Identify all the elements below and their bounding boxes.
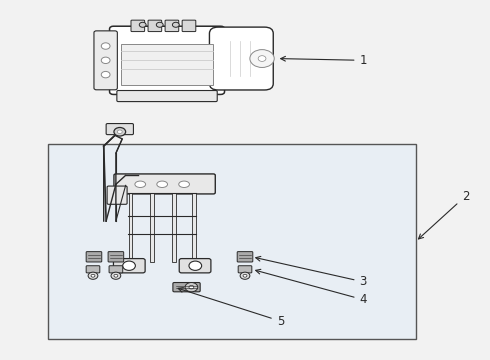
FancyBboxPatch shape (109, 266, 122, 273)
Circle shape (114, 127, 125, 136)
FancyBboxPatch shape (108, 252, 123, 262)
Text: 3: 3 (256, 256, 367, 288)
Circle shape (91, 274, 95, 277)
Bar (128, 193, 132, 262)
FancyBboxPatch shape (107, 186, 127, 204)
Circle shape (114, 274, 118, 277)
Circle shape (111, 272, 121, 279)
FancyBboxPatch shape (165, 20, 179, 32)
FancyBboxPatch shape (173, 283, 200, 292)
Circle shape (156, 22, 163, 27)
Circle shape (189, 285, 194, 289)
FancyBboxPatch shape (114, 258, 145, 273)
FancyBboxPatch shape (86, 266, 100, 273)
Circle shape (185, 283, 198, 292)
FancyBboxPatch shape (114, 174, 215, 194)
Ellipse shape (135, 181, 146, 188)
Text: 5: 5 (178, 288, 284, 328)
Circle shape (172, 22, 179, 27)
Circle shape (117, 130, 122, 134)
FancyBboxPatch shape (117, 90, 217, 102)
Circle shape (122, 261, 135, 270)
Circle shape (258, 56, 266, 62)
Circle shape (243, 274, 247, 277)
Bar (192, 193, 196, 262)
FancyBboxPatch shape (110, 26, 224, 94)
Circle shape (189, 261, 202, 270)
Circle shape (101, 43, 110, 49)
Bar (48, 144, 416, 339)
Text: 4: 4 (256, 269, 367, 306)
Circle shape (88, 272, 98, 279)
FancyBboxPatch shape (121, 44, 213, 85)
FancyBboxPatch shape (179, 258, 211, 273)
Bar (150, 193, 154, 262)
Circle shape (101, 57, 110, 64)
Bar (172, 193, 176, 262)
FancyBboxPatch shape (148, 20, 162, 32)
Ellipse shape (157, 181, 168, 188)
FancyBboxPatch shape (209, 27, 273, 90)
Ellipse shape (179, 181, 190, 188)
Circle shape (250, 50, 274, 67)
Circle shape (101, 71, 110, 78)
FancyBboxPatch shape (238, 266, 252, 273)
FancyBboxPatch shape (106, 123, 133, 135)
FancyBboxPatch shape (86, 252, 102, 262)
Circle shape (240, 272, 250, 279)
Text: 1: 1 (281, 54, 367, 67)
Circle shape (139, 22, 146, 27)
FancyBboxPatch shape (94, 31, 117, 90)
Text: 2: 2 (418, 190, 469, 239)
FancyBboxPatch shape (237, 252, 253, 262)
FancyBboxPatch shape (131, 20, 145, 32)
FancyBboxPatch shape (182, 20, 196, 32)
